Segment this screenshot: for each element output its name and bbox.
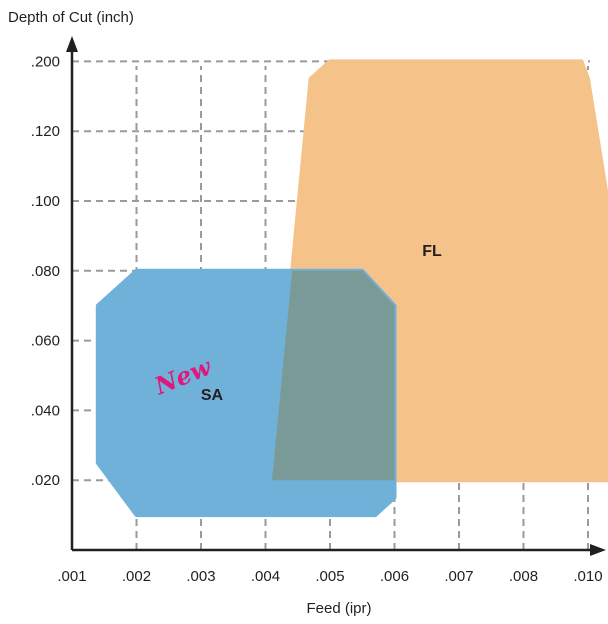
x-tick-label: .002 [122, 568, 151, 585]
y-tick-label: .100 [31, 193, 60, 210]
region-label-sa: SA [201, 387, 224, 404]
regions [95, 59, 608, 518]
x-axis-title: Feed (ipr) [306, 600, 371, 617]
x-tick-label: .008 [509, 568, 538, 585]
y-tick-label: .060 [31, 333, 60, 350]
region-overlap [265, 270, 395, 481]
x-tick-label: .001 [57, 568, 86, 585]
x-axis-arrow-icon [590, 544, 606, 556]
x-tick-label: .006 [380, 568, 409, 585]
y-tick-label: .040 [31, 402, 60, 419]
region-label-fl: FL [422, 243, 442, 260]
y-tick-label: .200 [31, 53, 60, 70]
y-tick-label: .080 [31, 263, 60, 280]
y-axis-title: Depth of Cut (inch) [8, 9, 134, 26]
y-tick-labels: .020 .040 .060 .080 .100 .120 .200 [31, 53, 60, 489]
y-axis-arrow-icon [66, 36, 78, 52]
x-tick-label: .004 [251, 568, 280, 585]
x-tick-labels: .001.002.003.004.005.006.007.008.010.012 [57, 568, 602, 585]
y-tick-label: .120 [31, 123, 60, 140]
x-tick-label: .010 [573, 568, 602, 585]
axes [66, 36, 606, 556]
x-tick-label: .003 [186, 568, 215, 585]
x-tick-label: .007 [444, 568, 473, 585]
y-tick-label: .020 [31, 472, 60, 489]
x-tick-label: .005 [315, 568, 344, 585]
